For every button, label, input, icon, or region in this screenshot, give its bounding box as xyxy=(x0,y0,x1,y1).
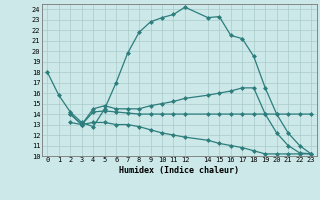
X-axis label: Humidex (Indice chaleur): Humidex (Indice chaleur) xyxy=(119,166,239,175)
